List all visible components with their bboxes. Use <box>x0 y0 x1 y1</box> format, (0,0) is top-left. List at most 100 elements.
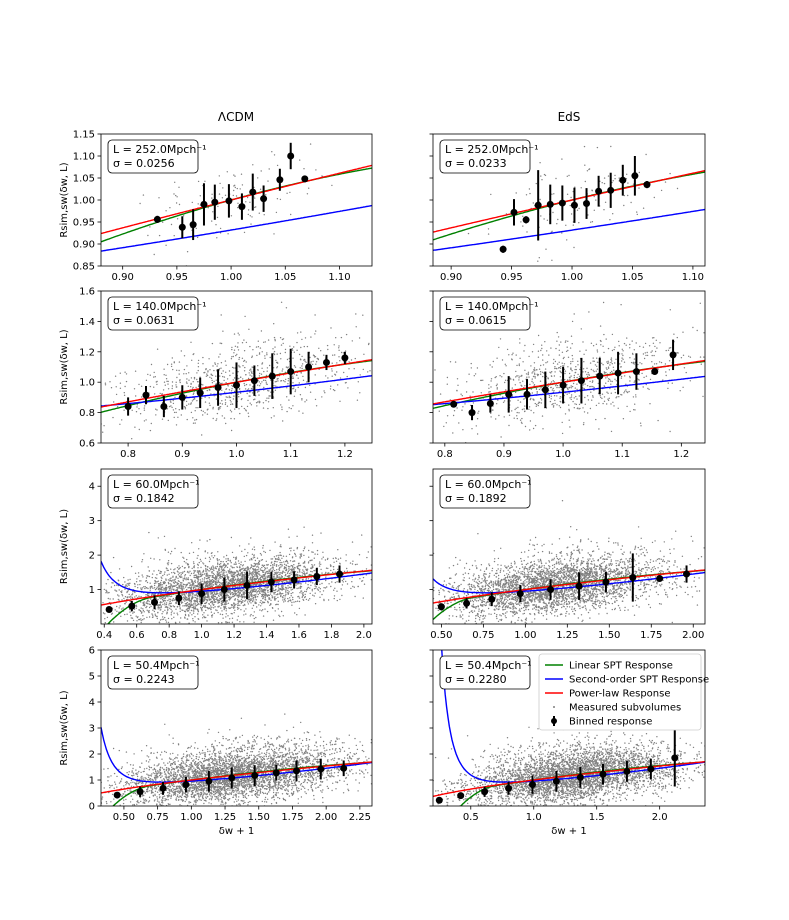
subvolume-point <box>578 403 581 406</box>
subvolume-point <box>558 344 560 346</box>
subvolume-point <box>543 218 545 220</box>
subvolume-point <box>278 614 280 616</box>
subvolume-point <box>272 619 275 621</box>
subvolume-point <box>452 432 454 434</box>
subvolume-point <box>211 374 214 377</box>
subvolume-point <box>335 337 337 339</box>
subvolume-point <box>256 566 258 568</box>
subvolume-point <box>251 548 254 550</box>
subvolume-point <box>665 374 667 377</box>
binned-point <box>178 223 186 231</box>
subvolume-point <box>214 576 216 579</box>
binned-point <box>196 389 204 397</box>
subvolume-point <box>241 405 243 408</box>
subvolume-point <box>284 381 286 383</box>
subvolume-point <box>172 368 174 371</box>
subvolume-point <box>516 417 518 420</box>
subvolume-point <box>292 377 294 379</box>
subvolume-point <box>134 585 136 588</box>
subvolume-point <box>260 330 263 332</box>
subvolume-point <box>181 601 184 603</box>
subvolume-point <box>187 385 189 387</box>
subvolume-point <box>142 619 144 621</box>
subvolume-point <box>253 611 255 613</box>
subvolume-point <box>314 333 316 335</box>
subvolume-point <box>249 369 251 371</box>
subvolume-point <box>224 402 227 404</box>
subvolume-point <box>242 600 244 602</box>
subvolume-point <box>599 325 602 327</box>
subvolume-point <box>171 406 173 409</box>
subvolume-point <box>244 366 246 369</box>
subvolume-point <box>499 375 501 377</box>
subvolume-point <box>267 180 269 182</box>
subvolume-point <box>605 367 607 369</box>
subvolume-point <box>164 384 166 386</box>
subvolume-point <box>166 606 168 608</box>
subvolume-point <box>232 578 234 581</box>
subvolume-point <box>257 365 259 367</box>
subvolume-point <box>361 580 363 582</box>
subvolume-point <box>586 378 588 381</box>
subvolume-point <box>623 194 625 197</box>
subvolume-point <box>270 599 272 601</box>
subvolume-point <box>537 402 539 405</box>
binned-point <box>153 215 161 223</box>
subvolume-point <box>511 410 513 412</box>
subvolume-point <box>253 574 255 576</box>
subvolume-point <box>233 418 236 420</box>
subvolume-point <box>456 378 459 380</box>
subvolume-point <box>207 570 209 572</box>
subvolume-point <box>515 370 517 373</box>
subvolume-point <box>614 346 616 348</box>
subvolume-point <box>286 396 288 398</box>
subvolume-point <box>253 554 255 556</box>
subvolume-point <box>615 397 617 399</box>
subvolume-point <box>188 572 190 574</box>
subvolume-point <box>206 389 208 392</box>
subvolume-point <box>651 361 653 363</box>
subvolume-point <box>217 594 220 597</box>
subvolume-point <box>197 369 199 372</box>
subvolume-point <box>229 571 231 573</box>
subvolume-point <box>150 605 152 608</box>
subvolume-point <box>480 379 483 382</box>
subvolume-point <box>262 615 265 617</box>
subvolume-point <box>304 590 306 593</box>
subvolume-point <box>314 356 317 358</box>
subvolume-point <box>586 385 589 387</box>
subvolume-point <box>197 618 199 620</box>
binned-point <box>189 221 197 229</box>
subvolume-point <box>629 377 631 379</box>
subvolume-point <box>203 573 206 575</box>
subvolume-point <box>518 379 520 381</box>
subvolume-point <box>137 584 139 586</box>
subvolume-point <box>244 384 246 387</box>
subvolume-point <box>229 374 231 377</box>
subvolume-point <box>346 375 348 378</box>
subvolume-point <box>141 589 143 591</box>
subvolume-point <box>224 576 226 578</box>
subvolume-point <box>299 553 301 555</box>
subvolume-point <box>161 596 163 598</box>
binned-point <box>305 363 313 371</box>
subvolume-point <box>611 370 613 373</box>
subvolume-point <box>251 580 254 583</box>
subvolume-point <box>257 384 259 386</box>
subvolume-point <box>502 401 505 403</box>
column-title-eds: EdS <box>558 110 581 124</box>
subvolume-point <box>576 388 578 391</box>
subvolume-point <box>300 346 302 349</box>
subvolume-point <box>596 365 598 367</box>
subvolume-point <box>177 614 179 616</box>
subvolume-point <box>202 617 204 619</box>
subvolume-point <box>530 397 532 400</box>
subvolume-point <box>301 355 303 358</box>
subvolume-point <box>194 606 196 608</box>
subvolume-point <box>225 608 228 610</box>
binned-point <box>523 390 531 398</box>
subvolume-point <box>228 607 230 609</box>
subvolume-point <box>212 581 214 584</box>
subvolume-point <box>218 578 220 580</box>
subvolume-point <box>533 362 536 364</box>
